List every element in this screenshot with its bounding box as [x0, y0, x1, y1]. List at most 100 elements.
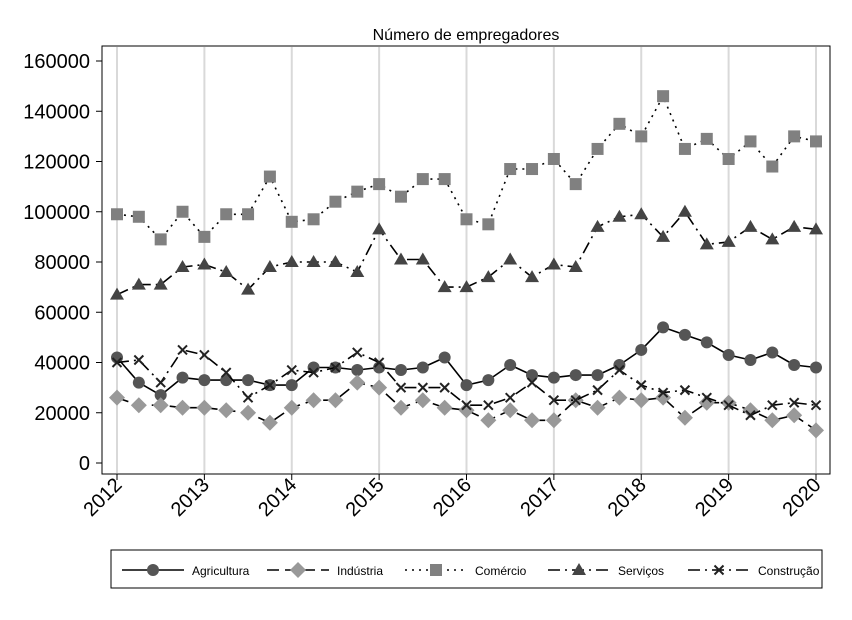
data-point-servicos — [131, 277, 146, 290]
data-point-servicos — [415, 252, 430, 265]
data-point-comercio — [722, 152, 735, 165]
legend-marker — [430, 564, 442, 576]
data-point-servicos — [241, 282, 256, 295]
data-point-comercio — [635, 130, 648, 143]
data-point-industria — [502, 402, 519, 419]
data-point-construcao — [111, 357, 123, 368]
legend-item-comercio: Comércio — [405, 564, 527, 578]
data-point-servicos — [677, 204, 692, 217]
data-point-industria — [436, 399, 453, 416]
legend-label: Indústria — [337, 564, 383, 578]
legend-label: Comércio — [475, 564, 527, 578]
data-point-industria — [130, 397, 147, 414]
data-point-industria — [545, 412, 562, 429]
data-point-construcao — [636, 379, 647, 391]
y-tick-label: 80000 — [34, 252, 90, 274]
data-point-industria — [371, 379, 388, 396]
data-point-industria — [786, 407, 803, 424]
data-point-construcao — [767, 400, 778, 411]
data-point-construcao — [483, 400, 494, 411]
data-point-agricultura — [438, 351, 451, 364]
data-point-servicos — [503, 252, 518, 265]
data-point-servicos — [262, 260, 277, 273]
y-tick-label: 60000 — [34, 302, 90, 324]
data-point-comercio — [242, 208, 255, 221]
legend-label: Agricultura — [192, 564, 250, 578]
data-point-industria — [676, 409, 693, 426]
data-point-servicos — [634, 207, 649, 220]
data-point-agricultura — [132, 376, 145, 389]
data-point-agricultura — [394, 364, 407, 377]
data-point-industria — [392, 399, 409, 416]
data-point-construcao — [133, 354, 145, 366]
data-point-comercio — [198, 230, 211, 243]
data-point-comercio — [657, 90, 670, 103]
data-point-comercio — [788, 130, 801, 143]
data-point-agricultura — [285, 379, 298, 392]
data-point-comercio — [307, 213, 320, 226]
data-point-construcao — [614, 364, 625, 376]
data-point-construcao — [395, 382, 407, 393]
data-point-construcao — [330, 362, 341, 373]
data-point-agricultura — [635, 343, 648, 356]
data-point-servicos — [525, 270, 540, 283]
legend-marker — [147, 564, 159, 576]
data-point-agricultura — [416, 361, 429, 374]
data-point-construcao — [570, 394, 581, 406]
data-point-construcao — [177, 344, 188, 356]
data-point-industria — [764, 412, 781, 429]
data-point-servicos — [590, 219, 605, 232]
data-point-agricultura — [678, 328, 691, 341]
data-point-agricultura — [591, 369, 604, 382]
data-point-comercio — [547, 152, 560, 165]
legend-item-servicos: Serviços — [548, 563, 664, 578]
data-point-construcao — [657, 387, 669, 398]
data-point-industria — [109, 389, 125, 406]
data-point-servicos — [568, 260, 583, 273]
data-point-comercio — [810, 135, 822, 148]
data-point-construcao — [461, 400, 472, 411]
series-construcao — [111, 344, 822, 421]
data-point-construcao — [373, 357, 385, 368]
data-point-industria — [808, 422, 824, 439]
data-point-servicos — [372, 222, 387, 235]
data-point-servicos — [393, 252, 408, 265]
data-point-construcao — [723, 400, 734, 411]
data-point-comercio — [285, 215, 298, 228]
data-point-construcao — [221, 367, 232, 378]
data-point-agricultura — [504, 359, 517, 372]
data-point-comercio — [678, 142, 691, 155]
data-point-servicos — [459, 280, 474, 293]
y-tick-label: 140000 — [23, 101, 90, 123]
legend-label: Construção — [758, 564, 820, 578]
data-point-servicos — [175, 260, 190, 273]
data-point-servicos — [809, 222, 823, 235]
series-comercio — [111, 90, 822, 246]
data-point-comercio — [329, 195, 342, 208]
data-point-comercio — [263, 170, 276, 183]
data-point-industria — [414, 392, 431, 409]
data-point-servicos — [765, 232, 780, 245]
data-point-agricultura — [482, 374, 495, 387]
y-tick-label: 20000 — [34, 403, 90, 425]
data-point-agricultura — [766, 346, 779, 359]
data-point-industria — [349, 374, 366, 391]
data-point-construcao — [504, 392, 516, 403]
data-point-agricultura — [744, 353, 757, 366]
data-point-construcao — [810, 400, 822, 411]
chart-title: Número de empregadores — [373, 27, 560, 44]
data-point-comercio — [220, 208, 233, 221]
data-point-industria — [152, 397, 169, 414]
legend: Agricultura Indústria Comércio Serviços Cons… — [110, 549, 823, 589]
data-point-construcao — [679, 384, 691, 396]
data-point-industria — [283, 399, 300, 416]
data-point-agricultura — [198, 374, 211, 387]
legend-box — [110, 549, 823, 589]
data-point-comercio — [613, 117, 626, 130]
data-point-agricultura — [547, 371, 560, 384]
data-point-comercio — [504, 163, 517, 176]
data-point-comercio — [373, 178, 386, 191]
data-point-comercio — [460, 213, 473, 226]
legend-item-industria: Indústria — [267, 562, 383, 578]
